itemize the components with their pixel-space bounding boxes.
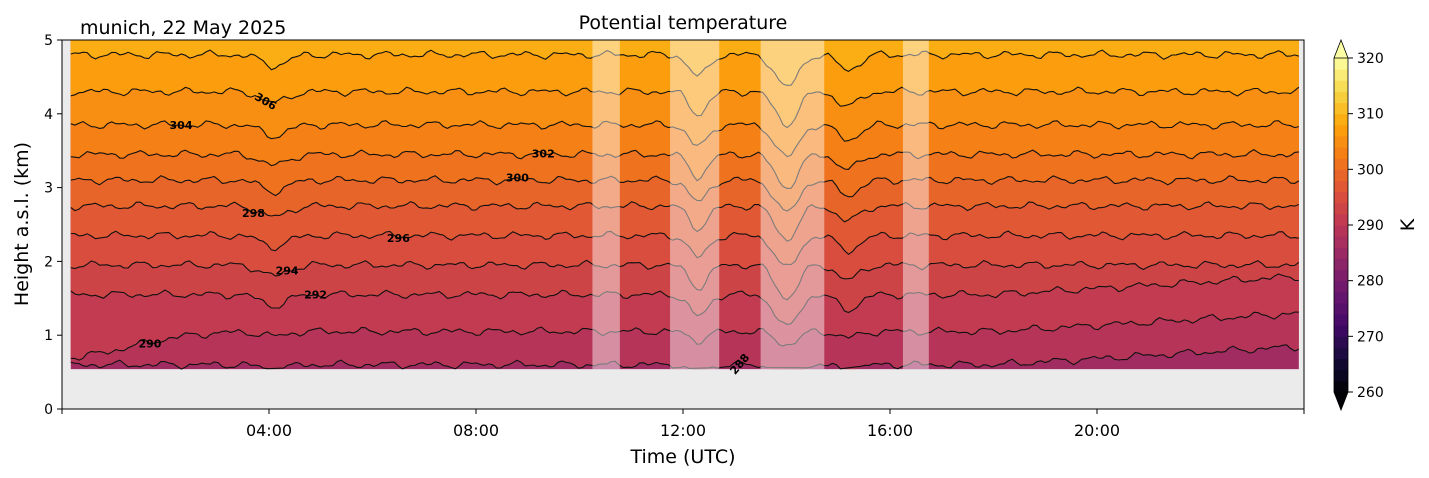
colorbar-tick-label: 300 <box>1357 162 1384 178</box>
y-axis-ticks: 0 1 2 3 4 5 <box>44 33 62 418</box>
colorbar-segment <box>1334 336 1348 348</box>
x-tick-label: 08:00 <box>453 421 499 440</box>
colorbar-tick-label: 280 <box>1357 274 1384 290</box>
colorbar-segment <box>1334 280 1348 293</box>
colorbar-segment <box>1334 269 1348 282</box>
contour-line-296 <box>70 230 1299 266</box>
x-axis-ticks: 04:00 08:00 12:00 16:00 20:00 <box>61 409 1305 440</box>
location-date-label: munich, 22 May 2025 <box>80 17 286 39</box>
contour-label-296: 296 <box>387 232 410 245</box>
colorbar-segment <box>1334 380 1348 393</box>
contour-label-300: 300 <box>506 172 529 185</box>
y-axis-label: Height a.s.l. (km) <box>11 142 33 306</box>
y-tick-label: 0 <box>44 402 53 418</box>
colorbar-tick-label: 290 <box>1357 218 1384 234</box>
colorbar-segment <box>1334 369 1348 382</box>
colorbar-segment <box>1334 213 1348 226</box>
colorbar-segment <box>1334 169 1348 181</box>
colorbar-segment <box>1334 258 1348 271</box>
contour-label-290: 290 <box>138 337 161 350</box>
colorbar-segment <box>1334 80 1348 92</box>
masked-interval-3 <box>902 40 929 370</box>
masked-intervals <box>592 40 929 370</box>
colorbar-segment <box>1334 202 1348 215</box>
x-tick-label: 12:00 <box>660 421 706 440</box>
y-tick-label: 2 <box>44 254 53 270</box>
colorbar-segment <box>1334 58 1348 70</box>
contour-line-294 <box>70 259 1300 301</box>
colorbar-segment <box>1334 347 1348 360</box>
y-tick-label: 1 <box>44 328 53 344</box>
colorbar-label: K <box>1397 218 1419 231</box>
x-tick-label: 20:00 <box>1074 421 1120 440</box>
colorbar-segment <box>1334 302 1348 315</box>
contour-line-288 <box>70 344 1300 370</box>
colorbar-segment <box>1334 325 1348 337</box>
colorbar-segment <box>1334 91 1348 104</box>
contour-line-290 <box>70 311 1299 361</box>
y-tick-label: 4 <box>44 107 53 123</box>
chart-title: Potential temperature <box>579 12 788 34</box>
contour-line-306 <box>70 86 1300 129</box>
colorbar-segment <box>1334 247 1348 259</box>
colorbar-segment <box>1334 291 1348 304</box>
colorbar-tick-label: 320 <box>1357 51 1384 67</box>
colorbar-tick-label: 260 <box>1357 385 1384 401</box>
contour-line-298 <box>70 200 1299 242</box>
contour-line-304 <box>70 120 1299 158</box>
colorbar-segment <box>1334 358 1348 371</box>
y-tick-label: 3 <box>44 181 53 197</box>
colorbar <box>1333 38 1349 412</box>
contour-line-308 <box>70 49 1299 86</box>
masked-interval-2 <box>760 40 825 370</box>
colorbar-ticks: 260 270 280 290 300 310 320 <box>1348 51 1384 401</box>
contour-label-294: 294 <box>276 265 299 278</box>
colorbar-segment <box>1334 236 1348 248</box>
x-tick-label: 04:00 <box>246 421 292 440</box>
colorbar-extend-max <box>1333 38 1349 59</box>
x-tick-label: 16:00 <box>867 421 913 440</box>
colorbar-segment <box>1334 113 1348 126</box>
y-tick-label: 5 <box>44 33 53 49</box>
colorbar-tick-label: 310 <box>1357 107 1384 123</box>
colorbar-segment <box>1334 124 1348 137</box>
colorbar-segment <box>1334 102 1348 115</box>
contour-label-302: 302 <box>532 147 555 160</box>
contour-line-292 <box>70 273 1299 325</box>
colorbar-segment <box>1334 147 1348 159</box>
colorbar-segment <box>1334 191 1348 204</box>
contour-line-300 <box>70 175 1300 212</box>
masked-interval-0 <box>592 40 620 370</box>
masked-interval-1 <box>670 40 720 370</box>
contour-label-292: 292 <box>304 288 327 301</box>
x-axis-label: Time (UTC) <box>629 446 735 468</box>
colorbar-tick-label: 270 <box>1357 329 1384 345</box>
contour-line-302 <box>70 149 1299 189</box>
colorbar-segment <box>1334 135 1348 148</box>
colorbar-segment <box>1334 158 1348 170</box>
contour-label-304: 304 <box>170 119 193 132</box>
colorbar-segment <box>1334 225 1348 237</box>
colorbar-segment <box>1334 69 1348 81</box>
contour-label-298: 298 <box>242 207 265 220</box>
contour-band-306 <box>70 40 1299 128</box>
contour-lines <box>70 49 1300 370</box>
colorbar-segment <box>1334 180 1348 193</box>
colorbar-extend-min <box>1333 391 1349 412</box>
colorbar-segment <box>1334 314 1348 326</box>
